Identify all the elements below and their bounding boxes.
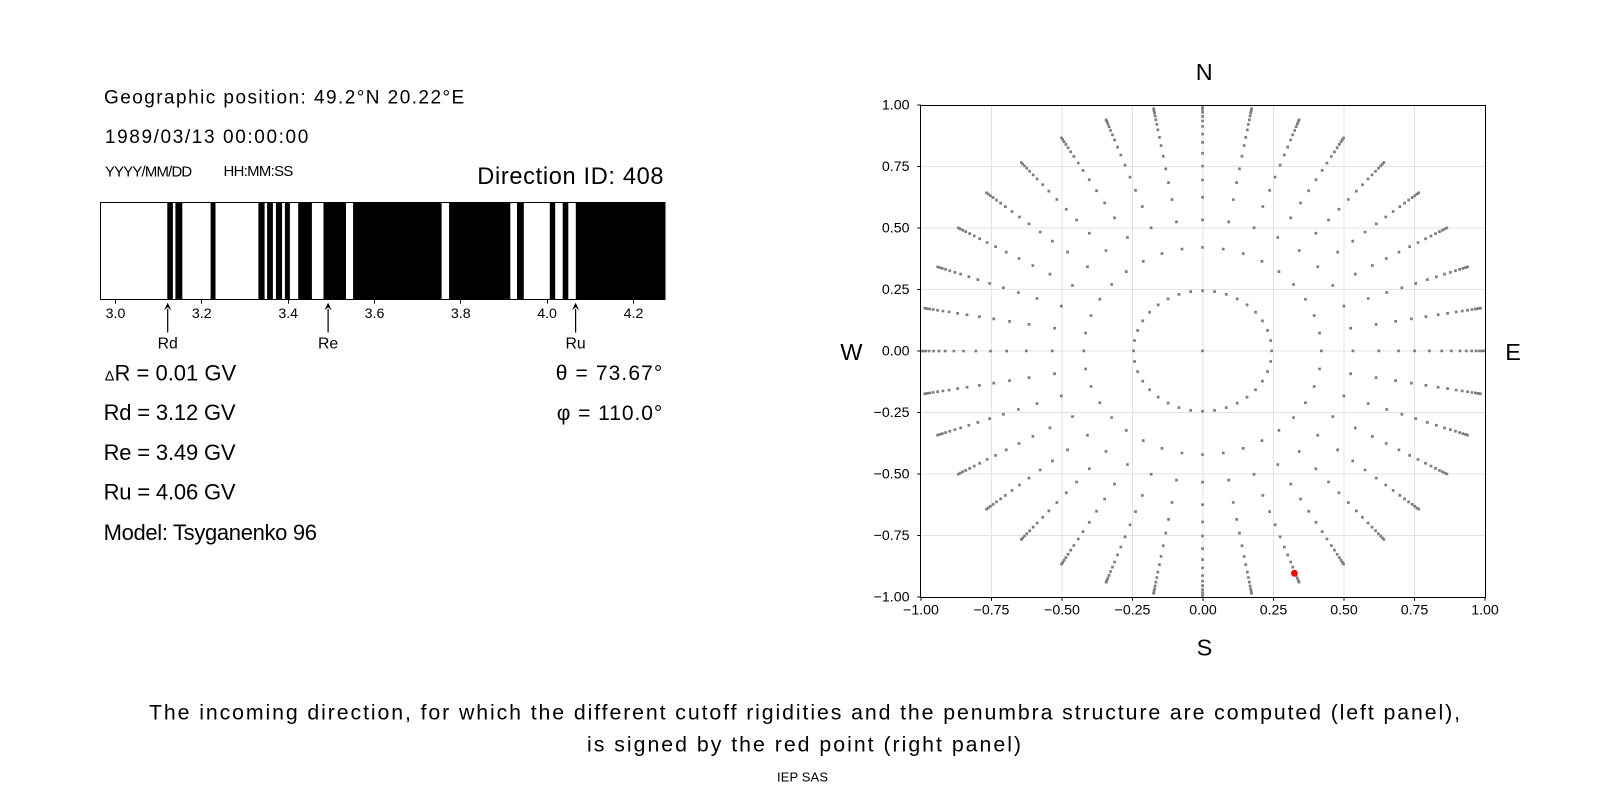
svg-text:3.4: 3.4 [278, 306, 298, 322]
svg-text:−0.75: −0.75 [974, 603, 1010, 619]
svg-text:0.75: 0.75 [882, 159, 910, 175]
svg-text:Rd = 3.12 GV: Rd = 3.12 GV [104, 400, 236, 425]
svg-text:0.25: 0.25 [1260, 603, 1288, 619]
svg-text:4.2: 4.2 [624, 306, 644, 322]
svg-text:N: N [1196, 59, 1213, 85]
svg-text:−0.25: −0.25 [874, 405, 910, 421]
svg-text:−1.00: −1.00 [903, 603, 939, 619]
svg-text:∆: ∆ [105, 368, 114, 384]
svg-text:0.25: 0.25 [882, 282, 910, 298]
svg-text:S: S [1197, 635, 1213, 661]
svg-text:−0.50: −0.50 [1044, 603, 1080, 619]
svg-text:3.2: 3.2 [192, 306, 212, 322]
svg-text:E: E [1505, 339, 1521, 365]
svg-text:−1.00: −1.00 [874, 590, 910, 606]
svg-text:−0.25: −0.25 [1115, 603, 1151, 619]
svg-text:HH:MM:SS: HH:MM:SS [224, 164, 294, 180]
svg-text:Ru = 4.06 GV: Ru = 4.06 GV [104, 480, 236, 505]
svg-text:Re: Re [318, 336, 338, 353]
svg-text:0.75: 0.75 [1401, 603, 1429, 619]
svg-text:Ru: Ru [565, 336, 585, 353]
svg-text:φ = 110.0°: φ = 110.0° [557, 402, 663, 425]
svg-text:4.0: 4.0 [537, 306, 557, 322]
svg-text:3.0: 3.0 [106, 306, 126, 322]
svg-text:YYYY/MM/DD: YYYY/MM/DD [105, 164, 192, 180]
svg-text:0.50: 0.50 [1330, 603, 1358, 619]
svg-text:1.00: 1.00 [1471, 603, 1499, 619]
svg-text:−0.75: −0.75 [874, 528, 910, 544]
svg-text:0.00: 0.00 [882, 344, 910, 360]
svg-text:3.6: 3.6 [365, 306, 385, 322]
svg-text:0.00: 0.00 [1189, 603, 1217, 619]
svg-text:1.00: 1.00 [882, 98, 910, 114]
svg-text:Rd: Rd [158, 336, 178, 353]
svg-text:Re = 3.49 GV: Re = 3.49 GV [104, 440, 236, 465]
svg-text:0.50: 0.50 [882, 221, 910, 237]
svg-text:1989/03/13 00:00:00: 1989/03/13 00:00:00 [105, 127, 308, 148]
svg-text:The incoming direction, for wh: The incoming direction, for which the di… [149, 701, 1460, 725]
svg-text:is signed by the red point (ri: is signed by the red point (right panel) [587, 732, 1021, 756]
svg-text:R = 0.01 GV: R = 0.01 GV [115, 361, 237, 386]
svg-text:IEP SAS: IEP SAS [777, 770, 828, 785]
svg-text:Geographic position: 49.2°N 20: Geographic position: 49.2°N 20.22°E [104, 87, 464, 108]
svg-text:Model: Tsyganenko 96: Model: Tsyganenko 96 [104, 520, 317, 545]
svg-text:3.8: 3.8 [451, 306, 471, 322]
svg-text:Direction ID: 408: Direction ID: 408 [477, 164, 663, 190]
svg-text:−0.50: −0.50 [874, 467, 910, 483]
svg-text:θ = 73.67°: θ = 73.67° [556, 362, 663, 385]
svg-text:W: W [840, 339, 862, 365]
